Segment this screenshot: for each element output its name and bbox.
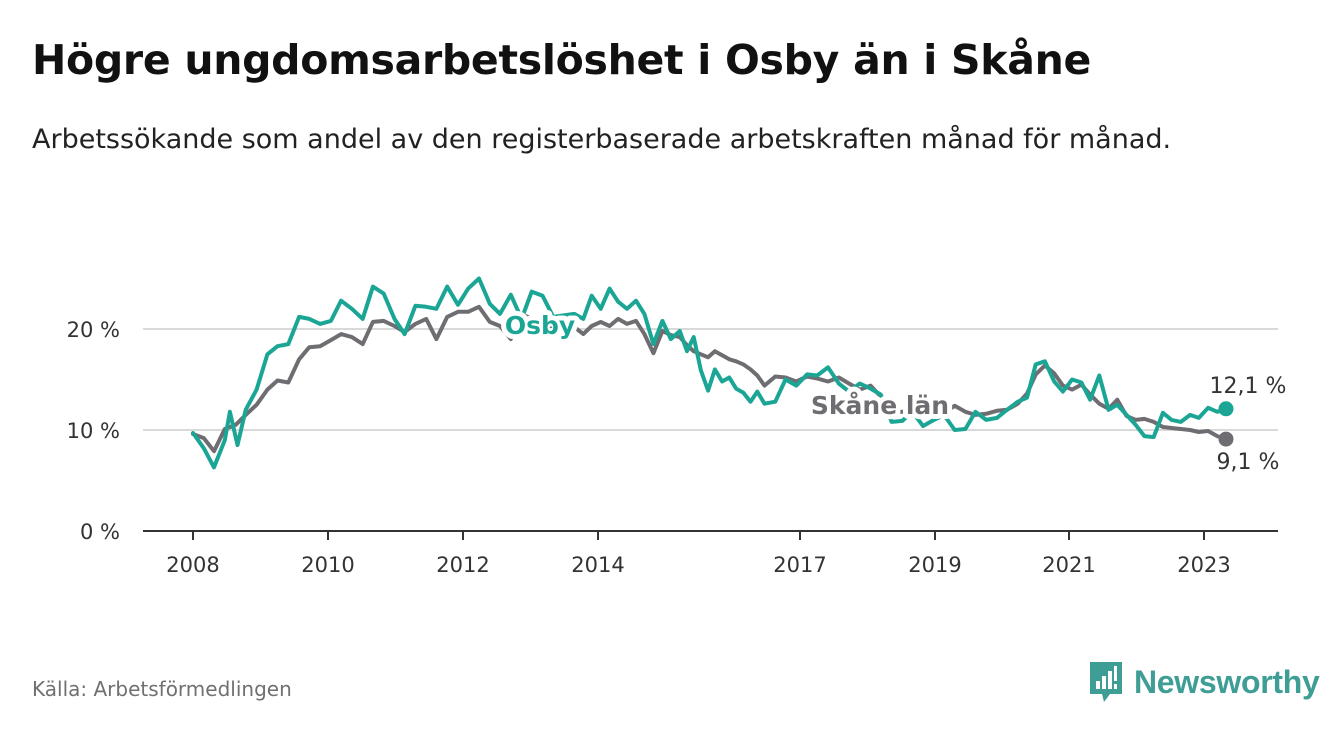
series-line-skane — [191, 304, 1228, 454]
x-axis: 2008 2010 2012 2014 2017 2019 2021 2023 — [143, 530, 1278, 577]
end-point-skane — [1218, 431, 1234, 447]
end-label-osby: 12,1 % — [1210, 374, 1287, 399]
y-tick-label: 0 % — [80, 520, 120, 544]
y-tick-label: 20 % — [67, 318, 120, 342]
x-tick-label: 2014 — [571, 553, 624, 577]
series-line-osby — [191, 276, 1228, 470]
end-point-osby — [1218, 401, 1234, 417]
newsworthy-logo-icon — [1090, 662, 1122, 702]
x-tick-label: 2010 — [301, 553, 354, 577]
x-tick-label: 2023 — [1177, 553, 1230, 577]
grid-lines — [143, 328, 1278, 431]
series-label-skane: Skåne län — [811, 391, 949, 420]
series-label-halo: Skåne län — [811, 391, 949, 420]
series-label-halo: Osby — [505, 311, 575, 340]
chart-subtitle: Arbetssökande som andel av den registerb… — [32, 124, 1172, 155]
y-axis-ticks: 0 % 10 % 20 % — [67, 318, 120, 544]
series-lines — [191, 276, 1228, 470]
x-tick-label: 2021 — [1042, 553, 1095, 577]
end-label-skane: 9,1 % — [1217, 450, 1280, 475]
brand-name: Newsworthy — [1134, 663, 1320, 700]
x-tick-label: 2008 — [166, 553, 219, 577]
chart-title: Högre ungdomsarbetslöshet i Osby än i Sk… — [32, 36, 1091, 84]
series-label-osby: Osby — [505, 311, 575, 340]
source-note: Källa: Arbetsförmedlingen — [32, 677, 292, 701]
brand-logo: Newsworthy — [1088, 660, 1320, 704]
x-tick-label: 2012 — [436, 553, 489, 577]
y-tick-label: 10 % — [67, 419, 120, 443]
x-tick-label: 2019 — [908, 553, 961, 577]
x-tick-label: 2017 — [773, 553, 826, 577]
